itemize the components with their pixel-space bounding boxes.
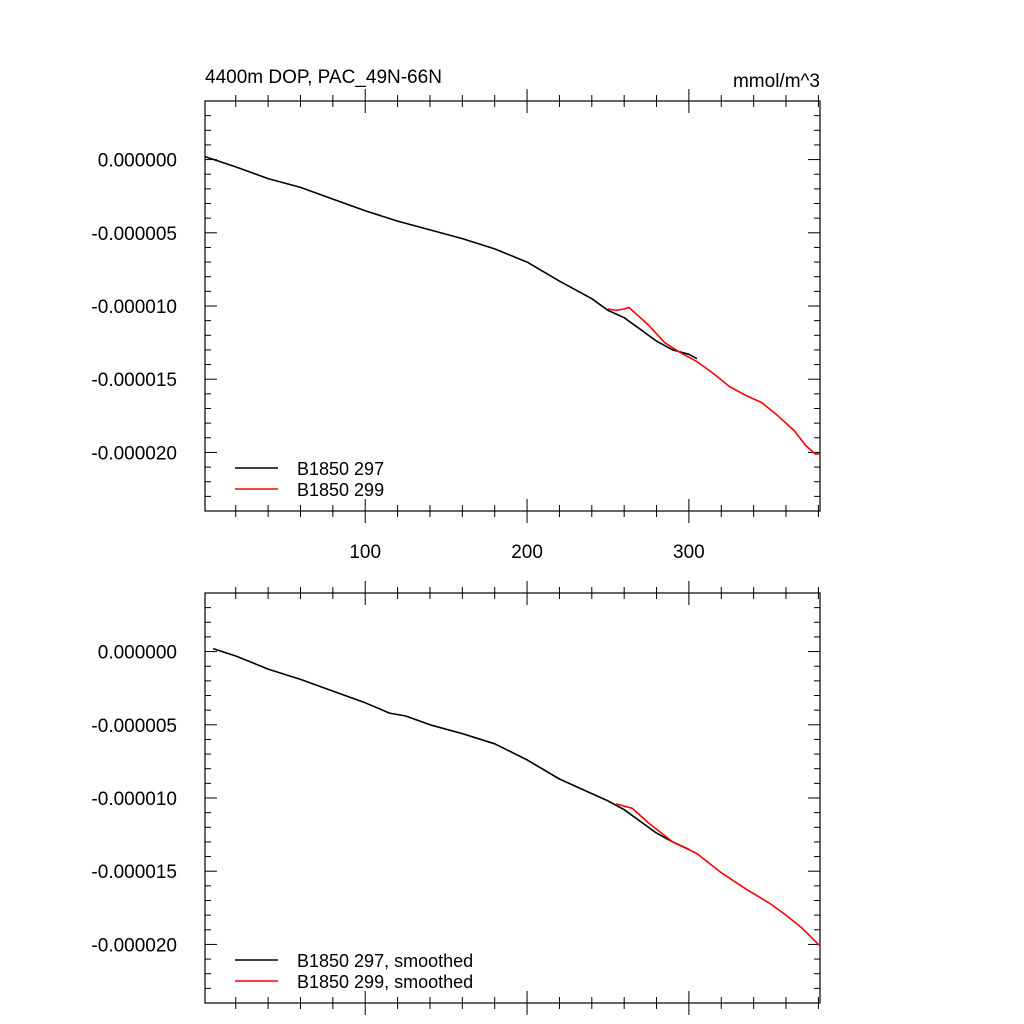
series-line-2	[615, 803, 821, 947]
y-tick-label: -0.000005	[91, 224, 177, 245]
plot-frame	[204, 592, 821, 1004]
x-tick-label: 300	[673, 542, 705, 563]
legend-label: B1850 299	[297, 480, 384, 500]
y-tick-label: -0.000015	[91, 370, 177, 391]
legend-label: B1850 297, smoothed	[297, 951, 473, 971]
series-line-1	[204, 155, 698, 360]
y-tick-label: -0.000005	[91, 716, 177, 737]
chart-panel-2: 0.000000 -0.000005 -0.000010 -0.000015 -0.00…	[91, 581, 821, 1015]
x-tick-label: 100	[349, 542, 381, 563]
legend-label: B1850 297	[297, 459, 384, 479]
x-tick-label: 200	[511, 542, 543, 563]
chart-panel-1: 0.000000 -0.000005 -0.000010 -0.000015 -0.00…	[91, 67, 821, 563]
y-tick-label: -0.000010	[91, 297, 177, 318]
legend-label: B1850 299, smoothed	[297, 972, 473, 992]
y-tick-label: 0.000000	[98, 151, 177, 172]
y-tick-label: 0.000000	[98, 643, 177, 664]
y-tick-label: -0.000010	[91, 789, 177, 810]
y-tick-label: -0.000020	[91, 443, 177, 464]
units-label: mmol/m^3	[733, 71, 820, 92]
y-tick-label: -0.000015	[91, 862, 177, 883]
y-tick-label: -0.000020	[91, 935, 177, 956]
series-line-2	[607, 306, 820, 455]
plot-frame	[204, 100, 821, 512]
chart-title: 4400m DOP, PAC_49N-66N	[205, 67, 442, 88]
series-line-1	[212, 647, 690, 851]
